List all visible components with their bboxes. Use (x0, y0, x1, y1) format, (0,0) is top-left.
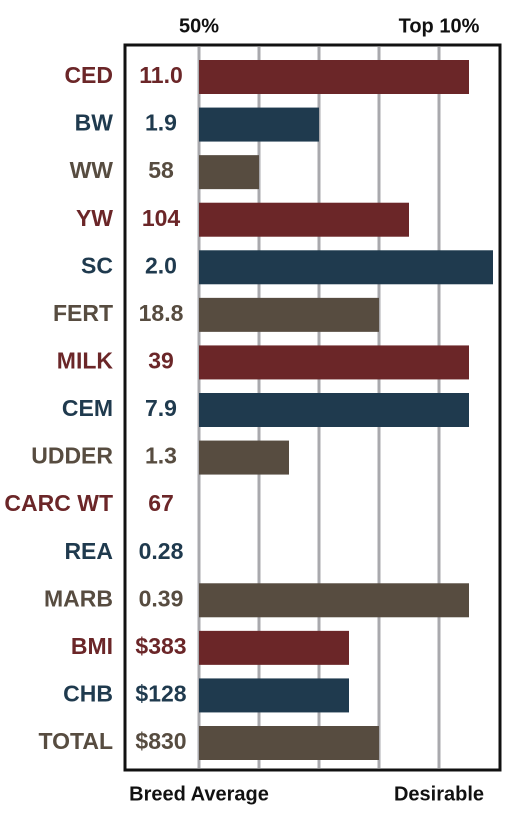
epd-label: 58 (148, 157, 174, 183)
category-label: CHB (63, 681, 113, 707)
category-label: CARC WT (4, 490, 113, 516)
bar (199, 726, 379, 760)
category-label: BW (75, 110, 114, 136)
x-tick-label: 50% (179, 15, 219, 37)
category-label: MILK (57, 348, 114, 374)
epd-label: 0.39 (139, 585, 184, 611)
category-label: WW (70, 157, 114, 183)
epd-label: 2.0 (145, 252, 177, 278)
bar (199, 60, 469, 94)
category-label: CED (64, 62, 113, 88)
bar (199, 250, 493, 285)
epd-label: 104 (142, 205, 181, 231)
epd-label: 0.28 (139, 538, 184, 564)
category-label: YW (76, 205, 113, 231)
epd-label: $128 (135, 681, 186, 707)
epd-label: 7.9 (145, 395, 177, 421)
category-label: SC (81, 252, 113, 278)
x-tick-label: Top 10% (399, 15, 480, 37)
epd-label: 67 (148, 490, 174, 516)
category-label: UDDER (31, 443, 113, 469)
bar (199, 297, 379, 332)
epd-label: $383 (135, 633, 186, 659)
category-label: CEM (62, 395, 113, 421)
bar (199, 345, 469, 380)
category-label: FERT (53, 300, 113, 326)
bar (199, 678, 349, 713)
bar (199, 202, 409, 237)
category-label: TOTAL (38, 728, 113, 754)
x-bottom-label: Desirable (394, 783, 484, 805)
bar (199, 393, 469, 427)
bar (199, 630, 349, 665)
category-label: BMI (71, 633, 113, 659)
bar (199, 155, 259, 190)
bar (199, 583, 469, 618)
category-label: REA (64, 538, 113, 564)
x-bottom-label: Breed Average (129, 783, 269, 805)
category-label: MARB (44, 585, 113, 611)
bar (199, 107, 319, 142)
epd-label: 11.0 (139, 62, 183, 88)
epd-label: 1.3 (145, 443, 177, 469)
epd-label: 1.9 (145, 110, 177, 136)
bar (199, 440, 289, 475)
epd-label: 39 (148, 348, 174, 374)
chart-frame (123, 43, 502, 772)
epd-label: 18.8 (139, 300, 184, 326)
epd-label: $830 (135, 728, 186, 754)
